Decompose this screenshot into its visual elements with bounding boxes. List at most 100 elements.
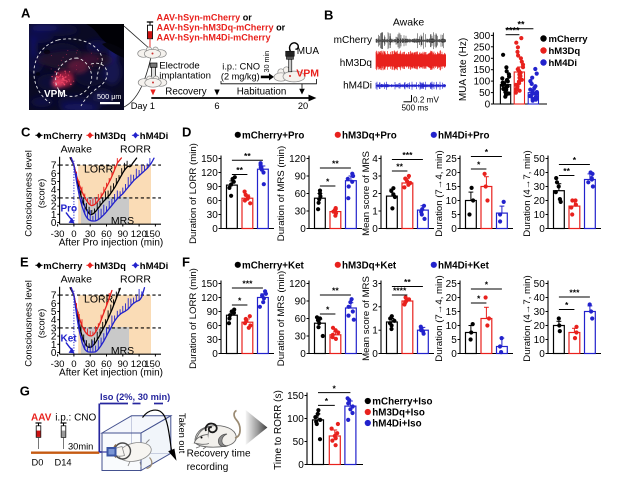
svg-text:hM3Dq+Ket: hM3Dq+Ket xyxy=(342,260,397,271)
svg-text:6: 6 xyxy=(214,101,219,111)
svg-text:0: 0 xyxy=(485,100,491,111)
svg-text:*: * xyxy=(325,396,329,406)
svg-text:2: 2 xyxy=(51,332,57,343)
svg-text:30: 30 xyxy=(85,359,96,370)
svg-text:120: 120 xyxy=(131,359,147,370)
svg-text:hM4Di+Pro: hM4Di+Pro xyxy=(438,130,489,141)
svg-text:Mean score of MRS: Mean score of MRS xyxy=(361,151,372,236)
svg-text:After Ket injection (min): After Ket injection (min) xyxy=(59,368,163,379)
svg-text:*: * xyxy=(485,147,489,157)
svg-text:MUA rate (Hz): MUA rate (Hz) xyxy=(458,38,469,101)
svg-text:0: 0 xyxy=(451,224,457,235)
svg-text:60: 60 xyxy=(207,196,219,207)
svg-text:**: ** xyxy=(332,286,339,296)
svg-text:Duration (7→4, min): Duration (7→4, min) xyxy=(434,275,445,361)
svg-text:120: 120 xyxy=(289,279,306,290)
svg-text:5: 5 xyxy=(51,177,57,188)
svg-text:6: 6 xyxy=(51,299,57,310)
svg-text:**: ** xyxy=(236,165,243,175)
svg-text:30: 30 xyxy=(207,210,219,221)
svg-text:0: 0 xyxy=(372,224,378,235)
svg-text:60: 60 xyxy=(101,359,112,370)
svg-text:50: 50 xyxy=(534,279,546,290)
svg-text:0: 0 xyxy=(539,349,545,360)
svg-text:Recovery time: Recovery time xyxy=(187,449,251,460)
svg-text:120: 120 xyxy=(201,168,218,179)
svg-text:VPM: VPM xyxy=(44,89,66,100)
svg-text:Duration of MRS (min): Duration of MRS (min) xyxy=(276,271,287,366)
svg-text:7: 7 xyxy=(51,291,57,302)
svg-text:60: 60 xyxy=(295,314,307,325)
svg-text:*: * xyxy=(326,305,330,315)
svg-text:VPM: VPM xyxy=(296,67,319,79)
svg-text:Duration of LORR (min): Duration of LORR (min) xyxy=(188,143,199,244)
svg-text:1: 1 xyxy=(51,210,57,221)
svg-text:150: 150 xyxy=(287,391,304,402)
svg-text:120: 120 xyxy=(131,229,147,240)
svg-text:2: 2 xyxy=(51,202,57,213)
svg-text:100: 100 xyxy=(287,414,304,425)
svg-text:60: 60 xyxy=(101,229,112,240)
svg-text:Awake: Awake xyxy=(393,17,424,29)
svg-text:**: ** xyxy=(396,162,403,172)
svg-text:C: C xyxy=(21,125,31,140)
svg-text:0: 0 xyxy=(300,349,306,360)
svg-text:40: 40 xyxy=(534,168,546,179)
svg-text:D: D xyxy=(182,125,191,140)
svg-text:Pro: Pro xyxy=(61,204,78,215)
svg-text:6: 6 xyxy=(51,169,57,180)
svg-text:4: 4 xyxy=(372,154,378,165)
svg-text:5: 5 xyxy=(51,307,57,318)
svg-text:*: * xyxy=(238,296,242,306)
svg-text:90: 90 xyxy=(207,307,219,318)
svg-text:After Pro injection (min): After Pro injection (min) xyxy=(59,238,163,249)
svg-text:150: 150 xyxy=(201,154,218,165)
svg-text:hM4Di+Iso: hM4Di+Iso xyxy=(372,419,421,430)
svg-text:*: * xyxy=(477,160,481,170)
svg-text:***: *** xyxy=(569,288,580,298)
svg-text:90: 90 xyxy=(117,359,128,370)
svg-text:hM3Dq: hM3Dq xyxy=(94,261,126,272)
svg-text:AAV-hSyn-hM4Di-mCherry: AAV-hSyn-hM4Di-mCherry xyxy=(157,33,272,43)
svg-text:10: 10 xyxy=(534,210,546,221)
svg-text:Duration (4→7, min): Duration (4→7, min) xyxy=(522,275,533,361)
svg-text:Habituation: Habituation xyxy=(237,87,287,98)
svg-text:Awake: Awake xyxy=(61,274,92,286)
svg-text:50: 50 xyxy=(479,88,491,99)
svg-text:RORR: RORR xyxy=(120,144,151,156)
svg-text:30: 30 xyxy=(295,332,307,343)
svg-text:hM4Di: hM4Di xyxy=(343,81,372,92)
svg-text:(score): (score) xyxy=(37,179,48,209)
svg-text:implantation: implantation xyxy=(159,71,211,82)
svg-text:hM3Dq: hM3Dq xyxy=(340,58,372,69)
svg-text:20: 20 xyxy=(446,168,458,179)
svg-text:***: *** xyxy=(242,279,253,289)
svg-text:0: 0 xyxy=(71,359,76,370)
svg-text:0: 0 xyxy=(372,349,378,360)
svg-text:1: 1 xyxy=(372,207,378,218)
svg-text:10: 10 xyxy=(446,321,458,332)
svg-text:60: 60 xyxy=(207,321,219,332)
svg-text:250: 250 xyxy=(474,42,491,53)
svg-text:150: 150 xyxy=(474,65,491,76)
svg-text:hM3Dq+Pro: hM3Dq+Pro xyxy=(342,130,397,141)
svg-text:20: 20 xyxy=(446,293,458,304)
svg-text:30: 30 xyxy=(207,335,219,346)
svg-text:-30: -30 xyxy=(51,359,65,370)
svg-text:*: * xyxy=(485,280,489,290)
svg-text:500 μm: 500 μm xyxy=(97,92,122,101)
svg-text:2: 2 xyxy=(372,189,378,200)
svg-text:*: * xyxy=(573,155,577,165)
svg-text:3: 3 xyxy=(372,279,378,290)
svg-text:hM4Di: hM4Di xyxy=(140,261,169,272)
svg-text:mCherry: mCherry xyxy=(334,35,372,46)
svg-text:4: 4 xyxy=(51,185,57,196)
svg-text:20: 20 xyxy=(298,101,308,111)
svg-text:120: 120 xyxy=(289,154,306,165)
svg-text:0.2 mV: 0.2 mV xyxy=(413,95,439,104)
svg-text:30: 30 xyxy=(295,207,307,218)
svg-text:Ket: Ket xyxy=(61,334,78,345)
svg-text:****: **** xyxy=(505,26,520,36)
svg-text:(2 mg/kg): (2 mg/kg) xyxy=(221,72,260,82)
svg-text:60: 60 xyxy=(295,189,307,200)
